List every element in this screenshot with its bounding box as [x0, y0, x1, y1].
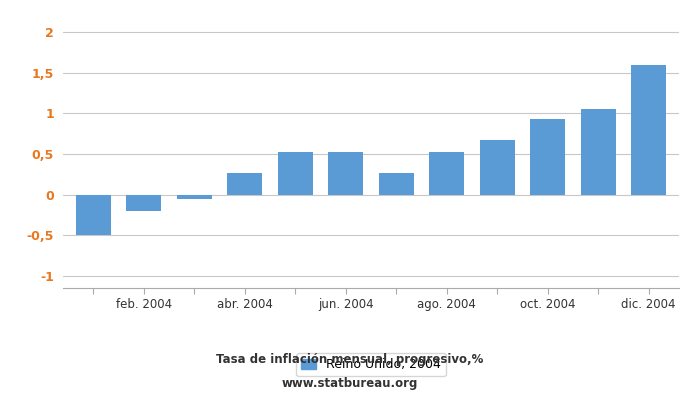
Bar [176, 195, 212, 199]
Bar [278, 152, 313, 195]
Bar [480, 140, 515, 195]
Bar [76, 195, 111, 235]
Legend: Reino Unido, 2004: Reino Unido, 2004 [296, 353, 446, 376]
Bar [379, 173, 414, 195]
Text: www.statbureau.org: www.statbureau.org [282, 378, 418, 390]
Bar [227, 173, 262, 195]
Bar [530, 119, 566, 195]
Bar [580, 109, 616, 195]
Bar [429, 152, 464, 195]
Bar [631, 65, 666, 195]
Bar [328, 152, 363, 195]
Bar [126, 195, 162, 211]
Text: Tasa de inflación mensual, progresivo,%: Tasa de inflación mensual, progresivo,% [216, 354, 484, 366]
